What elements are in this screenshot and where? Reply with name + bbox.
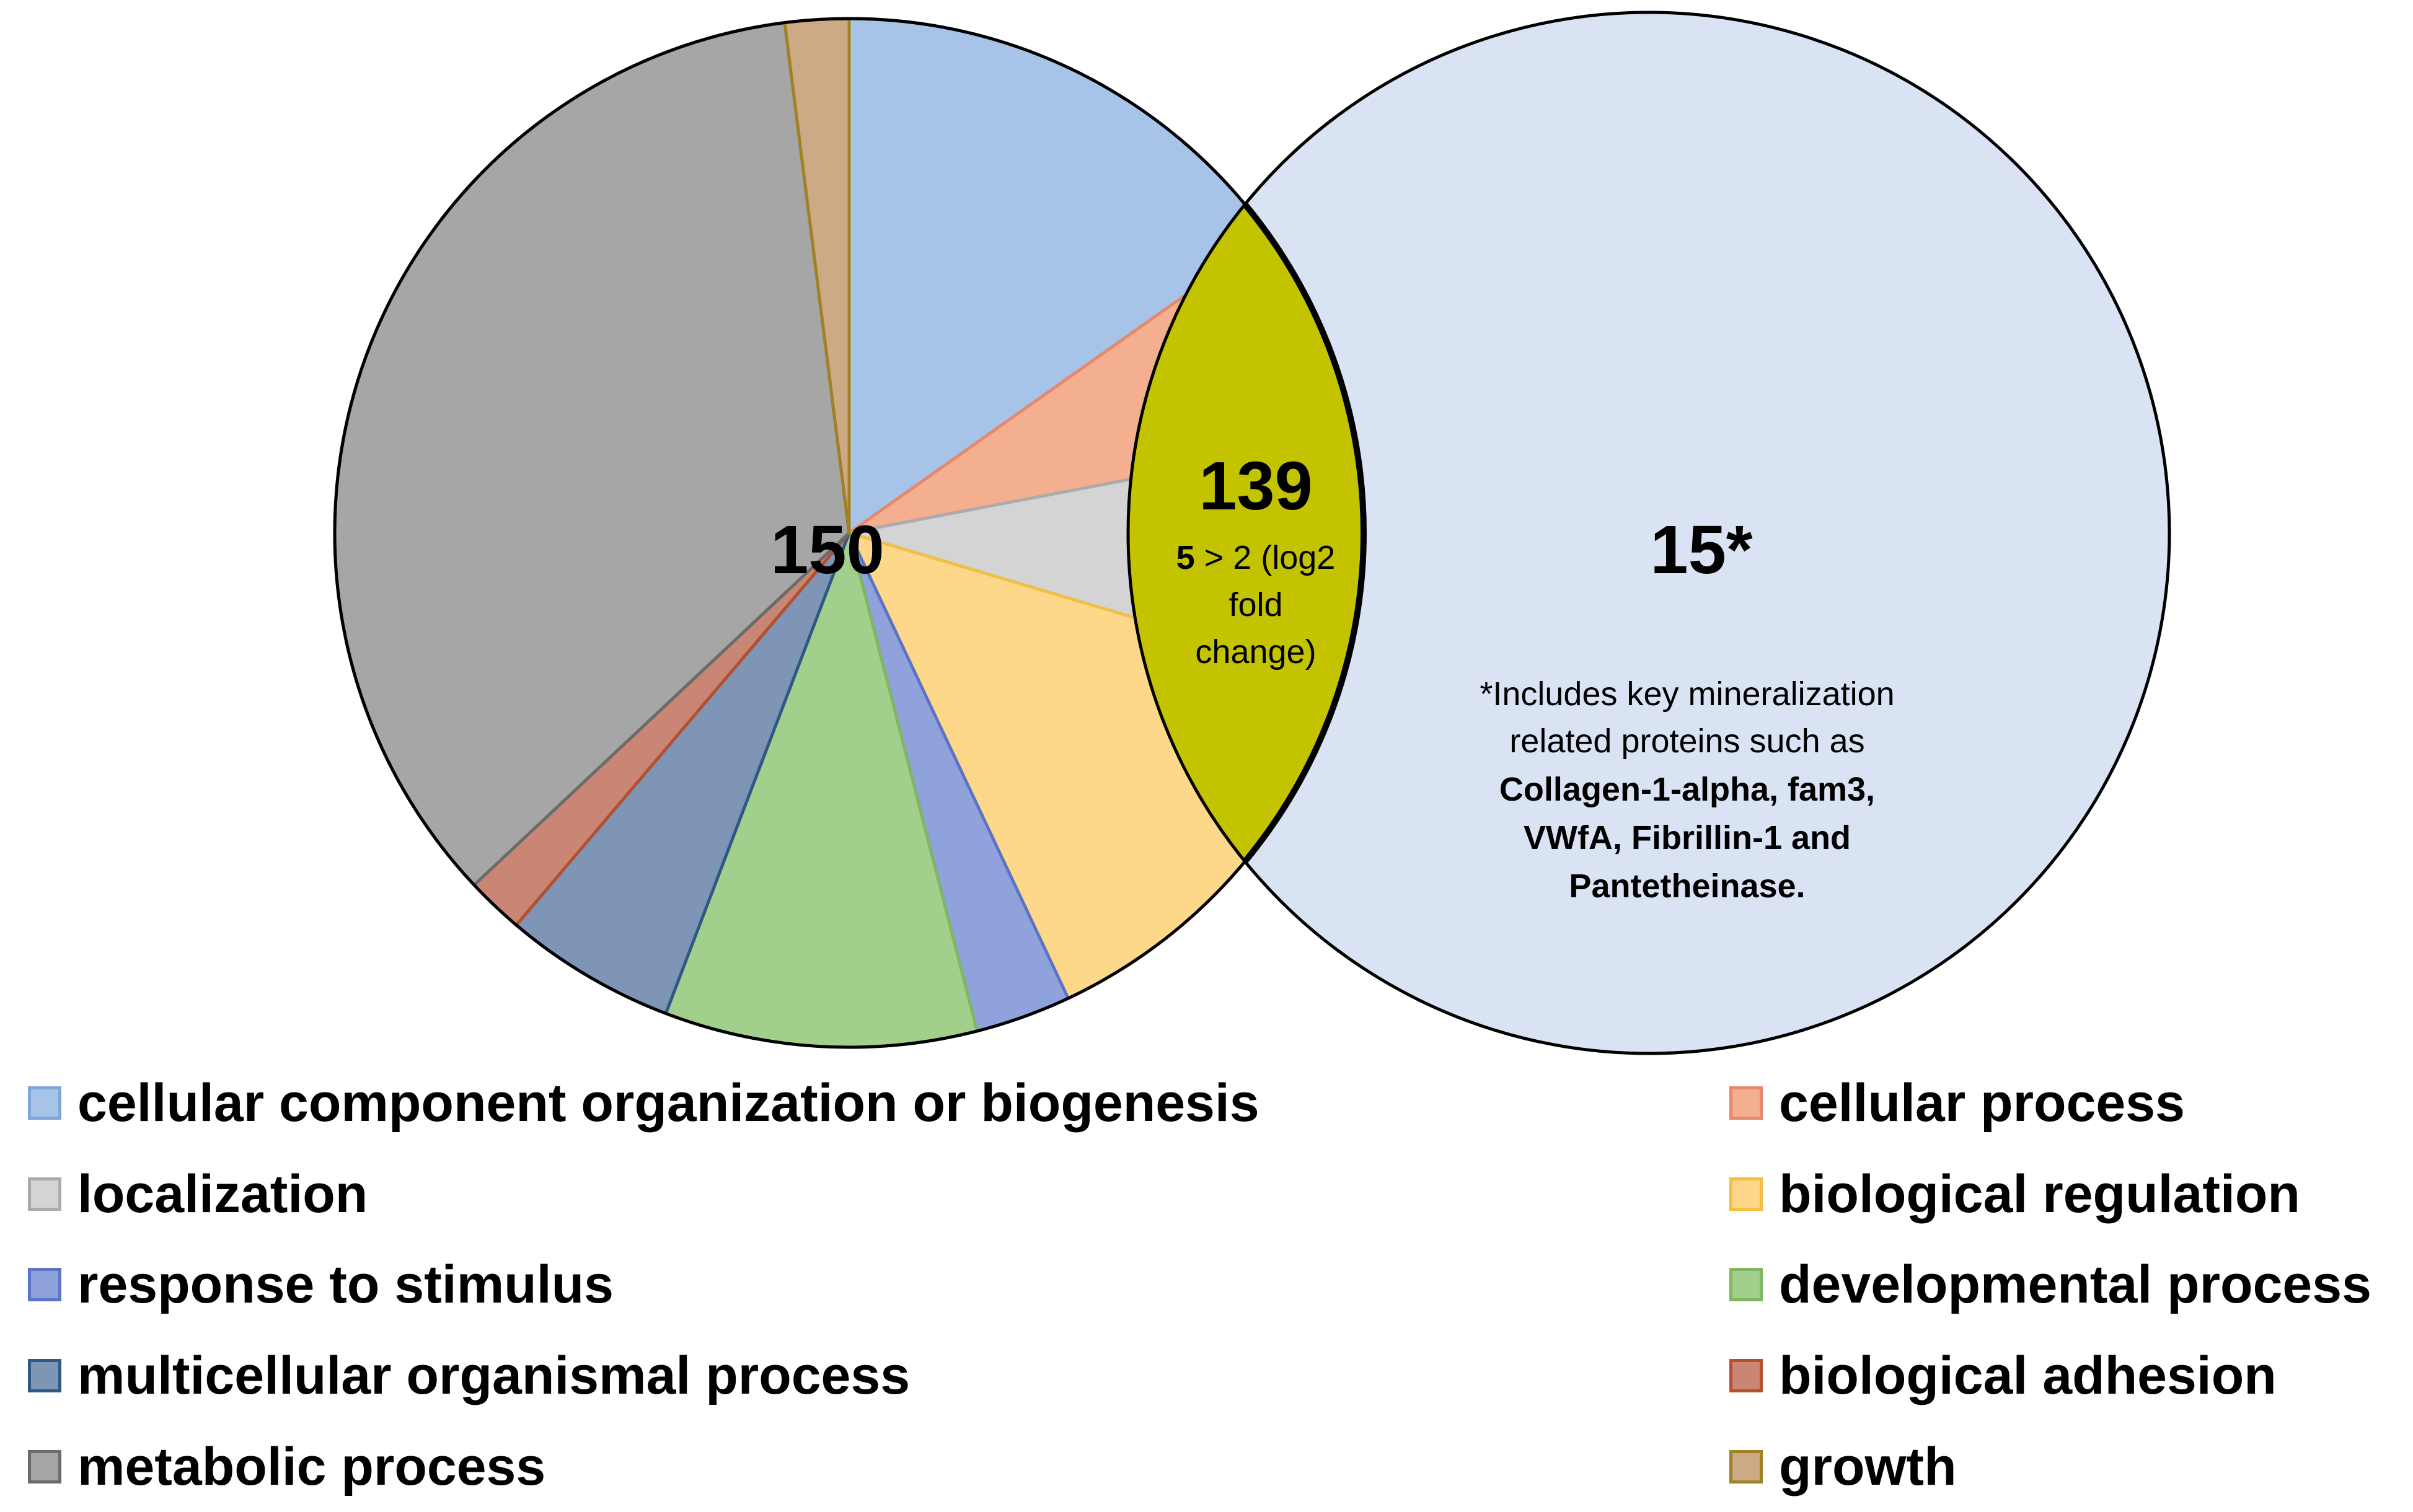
legend-item-developmental-process: developmental process bbox=[1729, 1250, 2371, 1319]
legend-label: developmental process bbox=[1779, 1254, 2371, 1314]
legend-label: localization bbox=[77, 1164, 368, 1224]
legend-swatch bbox=[1729, 1268, 1763, 1301]
right-note-bold-line-1: Collagen-1-alpha, fam3, bbox=[1499, 771, 1875, 808]
legend-label: metabolic process bbox=[77, 1436, 546, 1497]
overlap-note-bold: 5 bbox=[1176, 539, 1195, 576]
right-note-bold-line-3: Pantetheinase. bbox=[1569, 868, 1805, 905]
right-set-count: 15* bbox=[1650, 512, 1752, 588]
legend-swatch bbox=[28, 1359, 61, 1392]
legend-item-metabolic-process: metabolic process bbox=[28, 1433, 545, 1501]
legend-label: biological adhesion bbox=[1779, 1345, 2277, 1405]
legend-swatch bbox=[1729, 1086, 1763, 1120]
legend-label: cellular process bbox=[1779, 1073, 2185, 1133]
legend-label: cellular component organization or bioge… bbox=[77, 1073, 1259, 1133]
legend-item-biological-regulation: biological regulation bbox=[1729, 1160, 2300, 1228]
legend-label: multicellular organismal process bbox=[77, 1345, 911, 1405]
legend-item-multicellular-organismal-process: multicellular organismal process bbox=[28, 1342, 910, 1410]
overlap-note-line1: 5 > 2 (log2 bbox=[1176, 539, 1336, 576]
legend-item-response-to-stimulus: response to stimulus bbox=[28, 1250, 614, 1319]
right-note-line-2: related proteins such as bbox=[1509, 723, 1864, 760]
legend-item-growth: growth bbox=[1729, 1433, 1957, 1501]
legend-label: growth bbox=[1779, 1436, 1957, 1497]
legend-swatch bbox=[1729, 1450, 1763, 1483]
overlap-note-line2: fold bbox=[1229, 586, 1282, 623]
overlap-count: 139 bbox=[1199, 448, 1313, 524]
right-set-circle bbox=[1128, 12, 2169, 1053]
legend-item-cellular-process: cellular process bbox=[1729, 1069, 2185, 1137]
legend-item-biological-adhesion: biological adhesion bbox=[1729, 1342, 2277, 1410]
overlap-note-line3: change) bbox=[1195, 633, 1316, 670]
legend-swatch bbox=[28, 1086, 61, 1120]
right-note-bold-line-2: VWfA, Fibrillin-1 and bbox=[1524, 819, 1851, 856]
right-note-line-1: *Includes key mineralization bbox=[1480, 675, 1894, 713]
pie-total-label: 150 bbox=[770, 512, 884, 588]
legend-swatch bbox=[28, 1177, 61, 1211]
legend-swatch bbox=[1729, 1177, 1763, 1211]
venn-pie-chart: 150 139 5 > 2 (log2 fold change) 15* *In… bbox=[333, 11, 2171, 1055]
overlap-region bbox=[1128, 15, 1367, 1050]
legend-swatch bbox=[28, 1268, 61, 1301]
legend-item-cellular-component-organization: cellular component organization or bioge… bbox=[28, 1069, 1259, 1137]
legend-item-localization: localization bbox=[28, 1160, 368, 1228]
legend-swatch bbox=[28, 1450, 61, 1483]
legend-label: response to stimulus bbox=[77, 1254, 614, 1314]
legend-label: biological regulation bbox=[1779, 1164, 2300, 1224]
right-set-outline bbox=[1126, 11, 2171, 1055]
overlap-note-rest: > 2 (log2 bbox=[1195, 539, 1336, 576]
legend-swatch bbox=[1729, 1359, 1763, 1392]
